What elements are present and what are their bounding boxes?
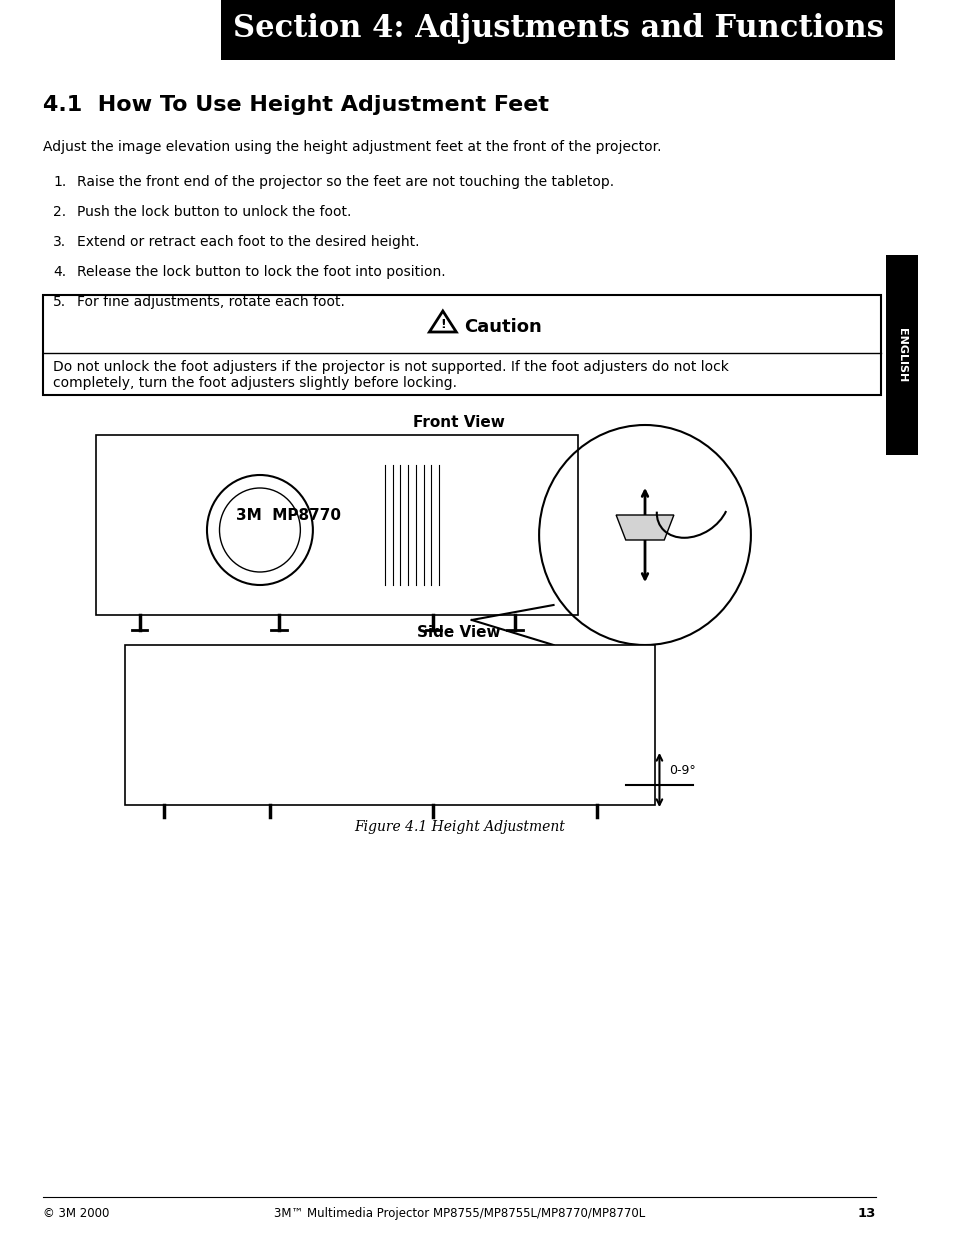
Text: © 3M 2000: © 3M 2000 xyxy=(43,1207,110,1220)
Bar xyxy=(125,645,654,805)
Text: Raise the front end of the projector so the feet are not touching the tabletop.: Raise the front end of the projector so … xyxy=(77,175,614,189)
Text: 5.: 5. xyxy=(53,295,66,309)
Text: Push the lock button to unlock the foot.: Push the lock button to unlock the foot. xyxy=(77,205,351,219)
Text: 3.: 3. xyxy=(53,235,66,249)
Text: Do not unlock the foot adjusters if the projector is not supported. If the foot : Do not unlock the foot adjusters if the … xyxy=(53,359,728,374)
Text: Release the lock button to lock the foot into position.: Release the lock button to lock the foot… xyxy=(77,266,445,279)
Text: Front View: Front View xyxy=(413,415,505,430)
Text: 2.: 2. xyxy=(53,205,66,219)
Text: 3M™ Multimedia Projector MP8755/MP8755L/MP8770/MP8770L: 3M™ Multimedia Projector MP8755/MP8755L/… xyxy=(274,1207,644,1220)
Polygon shape xyxy=(616,515,673,540)
Text: Side View: Side View xyxy=(417,625,500,640)
Bar xyxy=(43,295,880,395)
Text: For fine adjustments, rotate each foot.: For fine adjustments, rotate each foot. xyxy=(77,295,345,309)
Text: ENGLISH: ENGLISH xyxy=(896,327,906,382)
Text: !: ! xyxy=(439,317,445,331)
Text: 3M  MP8770: 3M MP8770 xyxy=(236,508,341,522)
Text: 4.: 4. xyxy=(53,266,66,279)
Text: Caution: Caution xyxy=(463,317,541,336)
Text: Section 4: Adjustments and Functions: Section 4: Adjustments and Functions xyxy=(233,14,882,44)
Text: 1.: 1. xyxy=(53,175,66,189)
Text: 0-9°: 0-9° xyxy=(668,763,695,777)
Text: 13: 13 xyxy=(857,1207,875,1220)
Text: Extend or retract each foot to the desired height.: Extend or retract each foot to the desir… xyxy=(77,235,419,249)
Text: 4.1  How To Use Height Adjustment Feet: 4.1 How To Use Height Adjustment Feet xyxy=(43,95,549,115)
Bar xyxy=(221,0,894,61)
Bar xyxy=(884,254,918,454)
Text: Adjust the image elevation using the height adjustment feet at the front of the : Adjust the image elevation using the hei… xyxy=(43,140,661,154)
Text: completely, turn the foot adjusters slightly before locking.: completely, turn the foot adjusters slig… xyxy=(53,375,456,390)
Bar xyxy=(96,435,577,615)
Text: Figure 4.1 Height Adjustment: Figure 4.1 Height Adjustment xyxy=(354,820,564,834)
